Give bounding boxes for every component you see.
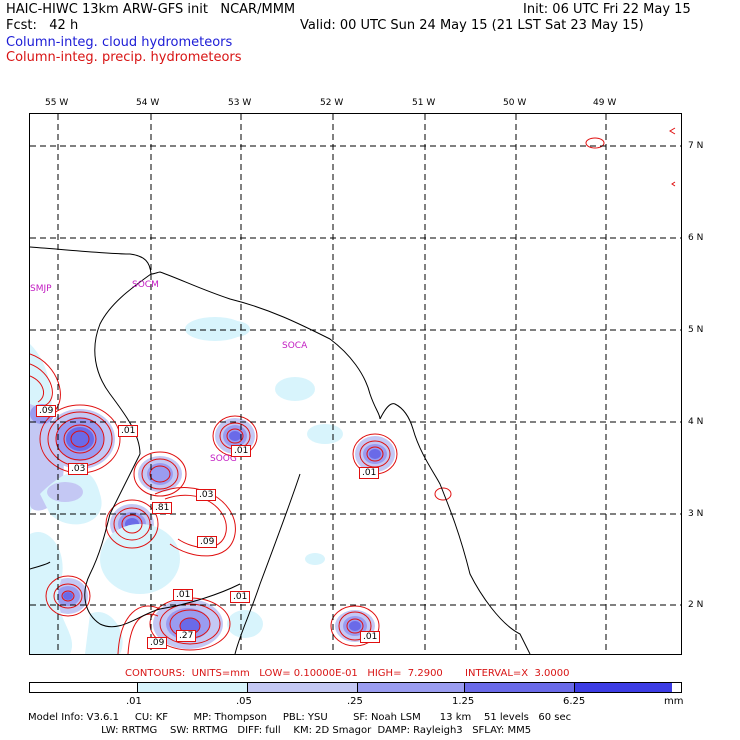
- model-info-line1: Model Info: V3.6.1 CU: KF MP: Thompson P…: [28, 712, 572, 723]
- lon-label: 50 W: [503, 98, 527, 108]
- lat-label: 4 N: [688, 417, 704, 427]
- init-time: Init: 06 UTC Fri 22 May 15: [523, 2, 691, 17]
- lat-label: 6 N: [688, 233, 704, 243]
- lon-label: 49 W: [593, 98, 617, 108]
- contour-value-label: .01: [173, 589, 194, 601]
- colorbar-tick-label: .05: [236, 696, 252, 707]
- colorbar-segment: [358, 683, 465, 692]
- colorbar-unit: mm: [664, 696, 684, 707]
- map-panel: SMJP SOCM SOCA SOOG: [29, 113, 682, 655]
- colorbar-tick-label: 6.25: [563, 696, 586, 707]
- colorbar-tick-label: .01: [126, 696, 142, 707]
- contour-value-label: .01: [230, 591, 251, 603]
- contour-value-label: .01: [118, 425, 139, 437]
- station-label: SOOG: [210, 454, 237, 464]
- valid-time: Valid: 00 UTC Sun 24 May 15 (21 LST Sat …: [300, 18, 644, 33]
- contour-value-label: .03: [196, 489, 217, 501]
- cloud-shading: [30, 317, 395, 654]
- colorbar-segment: [248, 683, 358, 692]
- colorbar-segment: [138, 683, 248, 692]
- contours-info: CONTOURS: UNITS=mm LOW= 0.10000E-01 HIGH…: [125, 668, 570, 679]
- lon-label: 55 W: [45, 98, 69, 108]
- contour-value-label: .81: [152, 502, 173, 514]
- colorbar-tick-label: .25: [347, 696, 363, 707]
- contour-value-label: .01: [359, 467, 380, 479]
- colorbar-segment: [575, 683, 672, 692]
- colorbar: [29, 682, 682, 693]
- lon-label: 51 W: [412, 98, 436, 108]
- station-label: SMJP: [30, 284, 52, 294]
- contour-value-label: .09: [36, 405, 57, 417]
- contour-value-label: .09: [147, 637, 168, 649]
- contour-value-label: .03: [68, 463, 89, 475]
- forecast-hour: Fcst: 42 h: [6, 18, 79, 33]
- lat-label: 2 N: [688, 600, 704, 610]
- coastline: [30, 246, 531, 654]
- contour-value-label: .01: [231, 445, 252, 457]
- field-cloud-label: Column-integ. cloud hydrometeors: [6, 35, 233, 50]
- lat-lon-grid: [30, 114, 681, 654]
- lat-label: 7 N: [688, 141, 704, 151]
- model-info-line2: LW: RRTMG SW: RRTMG DIFF: full KM: 2D Sm…: [28, 725, 532, 736]
- field-precip-label: Column-integ. precip. hydrometeors: [6, 50, 242, 65]
- colorbar-segment: [465, 683, 575, 692]
- contour-value-label: .01: [360, 631, 381, 643]
- colorbar-tick-label: 1.25: [452, 696, 475, 707]
- lon-label: 54 W: [136, 98, 160, 108]
- lat-label: 3 N: [688, 509, 704, 519]
- contour-value-label: .09: [197, 536, 218, 548]
- contour-value-label: .27: [176, 630, 197, 642]
- station-label: SOCA: [282, 341, 308, 351]
- station-label: SOCM: [132, 280, 159, 290]
- lon-label: 53 W: [228, 98, 252, 108]
- lat-label: 5 N: [688, 325, 704, 335]
- lon-label: 52 W: [320, 98, 344, 108]
- model-title: HAIC-HIWC 13km ARW-GFS init NCAR/MMM: [6, 2, 296, 17]
- colorbar-segment: [30, 683, 138, 692]
